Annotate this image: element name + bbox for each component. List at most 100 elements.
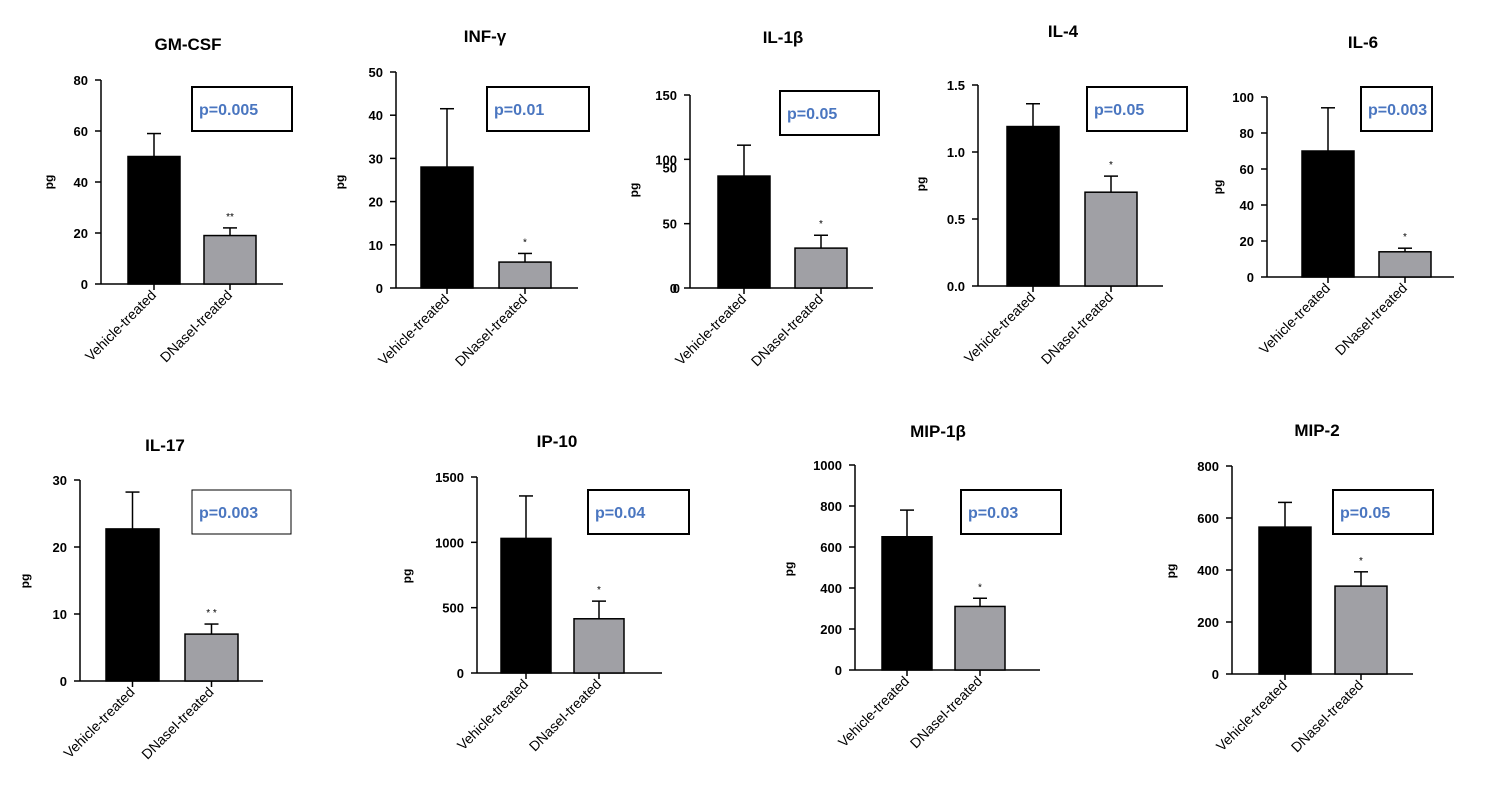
y-tick-label: 20	[53, 540, 67, 555]
y-tick-label: 0	[457, 666, 464, 681]
y-tick-label: 0	[81, 277, 88, 292]
bar-vehicle-treated	[717, 175, 771, 289]
chart-title: INF-γ	[464, 27, 507, 46]
p-value-label: p=0.01	[494, 102, 544, 119]
bar-dnasei-treated	[794, 247, 848, 289]
y-tick-label: 50	[369, 65, 383, 80]
x-category-label: Vehicle-treated	[375, 291, 452, 368]
y-axis-label: pg	[782, 562, 796, 577]
y-tick-label: 0	[376, 281, 383, 296]
x-category-label: Vehicle-treated	[961, 289, 1038, 366]
y-axis-label: pg	[1211, 180, 1225, 195]
bar-dnasei-treated	[954, 605, 1006, 671]
p-value-box	[486, 86, 590, 132]
y-tick-label: 0	[1212, 667, 1219, 682]
x-category-label: DNaseI-treated	[1038, 289, 1116, 367]
y-tick-label: 500	[442, 601, 464, 616]
significance-marker: *	[597, 585, 601, 596]
y-tick-label: 100	[655, 152, 677, 167]
p-value-label: p=0.03	[968, 505, 1018, 522]
y-tick-label: 0	[1247, 270, 1254, 285]
y-tick-label: 1.0	[947, 145, 965, 160]
p-value-box	[587, 489, 690, 535]
bar-vehicle-treated	[881, 536, 933, 671]
p-value-label: p=0.003	[199, 505, 258, 522]
y-tick-label: 60	[74, 124, 88, 139]
chart-title: MIP-2	[1294, 421, 1339, 440]
p-value-label: p=0.005	[199, 102, 258, 119]
bar-dnasei-treated	[498, 261, 552, 289]
y-tick-label: 0.5	[947, 212, 965, 227]
y-tick-label: 1500	[435, 470, 464, 485]
significance-marker: *	[978, 582, 982, 593]
bar-vehicle-treated	[1301, 150, 1355, 278]
panel-mip-2: MIP-2 0 200 400 600 800 pg Vehicle-treated * DNas…	[1164, 421, 1434, 755]
chart-title: IL-6	[1348, 33, 1378, 52]
bar-dnasei-treated	[1334, 585, 1388, 675]
chart-title: IL-17	[145, 436, 185, 455]
y-tick-label: 400	[820, 581, 842, 596]
panel-mip-1-: MIP-1β 0 200 400 600 800 1000 pg Vehicle-treated…	[782, 422, 1062, 751]
chart-title: IL-1β	[763, 28, 804, 47]
y-tick-label: 800	[820, 499, 842, 514]
y-tick-label: 40	[369, 108, 383, 123]
significance-marker: *	[1109, 160, 1113, 171]
x-category-label: Vehicle-treated	[1256, 280, 1333, 357]
p-value-label: p=0.05	[1094, 102, 1144, 119]
x-category-label: DNaseI-treated	[748, 291, 826, 369]
y-axis-label: pg	[18, 574, 32, 589]
y-tick-label: 200	[1197, 615, 1219, 630]
significance-marker: * *	[206, 608, 217, 619]
panel-gm-csf: GM-CSF 0 20 40 60 80 pg Vehicle-treated ** DNaseI…	[42, 35, 293, 365]
bar-dnasei-treated	[184, 633, 239, 682]
x-category-label: DNaseI-treated	[1288, 677, 1366, 755]
y-tick-label: 20	[369, 195, 383, 210]
p-value-label: p=0.04	[595, 505, 645, 522]
x-category-label: DNaseI-treated	[907, 673, 985, 751]
panel-il-4: IL-4 0.0 0.5 1.0 1.5 pg Vehicle-treated * DNaseI…	[914, 22, 1188, 367]
y-axis-label: pg	[333, 175, 347, 190]
y-tick-label: 50	[663, 217, 677, 232]
y-tick-label: 1000	[435, 535, 464, 550]
y-tick-label-overlap: 50	[663, 160, 677, 175]
y-tick-label: 150	[655, 88, 677, 103]
p-value-label: p=0.05	[1340, 505, 1390, 522]
y-tick-label-overlap: 0	[673, 281, 680, 296]
panel-il-6: IL-6 0 20 40 60 80 100 pg Vehicle-treated * DNaseI…	[1211, 33, 1454, 358]
y-tick-label: 20	[74, 226, 88, 241]
y-tick-label: 30	[369, 151, 383, 166]
x-category-label: Vehicle-treated	[454, 676, 531, 753]
panel-inf-: INF-γ 0 10 20 30 40 50 pg Vehicle-treated * DNaseI…	[333, 27, 590, 369]
p-value-box	[191, 86, 293, 132]
bar-dnasei-treated	[203, 234, 257, 285]
bar-vehicle-treated	[105, 528, 160, 682]
x-category-label: DNaseI-treated	[1332, 280, 1410, 358]
y-tick-label: 0	[670, 281, 677, 296]
p-value-box	[1360, 86, 1433, 132]
significance-marker: **	[226, 212, 234, 223]
bar-dnasei-treated	[573, 618, 625, 674]
y-axis-label: pg	[914, 177, 928, 192]
bar-vehicle-treated	[1006, 125, 1060, 287]
y-axis-label: pg	[627, 183, 641, 198]
y-tick-label: 0	[835, 663, 842, 678]
x-category-label: DNaseI-treated	[452, 291, 530, 369]
y-axis-label: pg	[1164, 564, 1178, 579]
y-tick-label: 0	[60, 674, 67, 689]
significance-marker: *	[523, 237, 527, 248]
x-category-label: DNaseI-treated	[526, 676, 604, 754]
panel-il-17: IL-17 0 10 20 30 pg Vehicle-treated * * DNaseI-t…	[18, 436, 292, 762]
bar-vehicle-treated	[127, 155, 181, 285]
significance-marker: *	[1359, 556, 1363, 567]
panel-ip-10: IP-10 0 500 1000 1500 pg Vehicle-treated * DNase…	[400, 432, 690, 754]
y-tick-label: 1.5	[947, 78, 965, 93]
chart-title: IL-4	[1048, 22, 1079, 41]
x-category-label: Vehicle-treated	[672, 291, 749, 368]
y-tick-label: 40	[1240, 198, 1254, 213]
y-tick-label: 200	[820, 622, 842, 637]
y-tick-label: 600	[820, 540, 842, 555]
y-tick-label: 40	[74, 175, 88, 190]
p-value-box	[1332, 489, 1434, 535]
y-tick-label: 0.0	[947, 279, 965, 294]
